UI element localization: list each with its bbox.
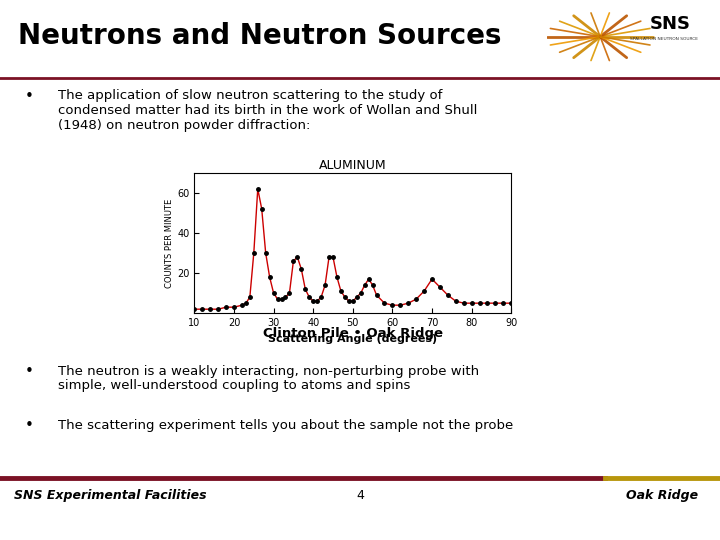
Y-axis label: COUNTS PER MINUTE: COUNTS PER MINUTE	[166, 198, 174, 288]
Text: Neutrons and Neutron Sources: Neutrons and Neutron Sources	[18, 22, 502, 50]
Text: SNS: SNS	[650, 15, 691, 33]
Text: SPALLATION NEUTRON SOURCE: SPALLATION NEUTRON SOURCE	[630, 37, 698, 41]
Text: •: •	[25, 89, 34, 104]
Text: The neutron is a weakly interacting, non-perturbing probe with
simple, well-unde: The neutron is a weakly interacting, non…	[58, 364, 479, 393]
Title: ALUMINUM: ALUMINUM	[319, 159, 387, 172]
X-axis label: Scattering Angle (degrees): Scattering Angle (degrees)	[269, 334, 437, 343]
Text: The scattering experiment tells you about the sample not the probe: The scattering experiment tells you abou…	[58, 418, 513, 431]
Text: •: •	[25, 364, 34, 380]
Text: SNS Experimental Facilities: SNS Experimental Facilities	[14, 489, 207, 502]
Text: Oak Ridge: Oak Ridge	[626, 489, 698, 502]
Text: The application of slow neutron scattering to the study of
condensed matter had : The application of slow neutron scatteri…	[58, 89, 477, 132]
Text: •: •	[25, 418, 34, 434]
Text: 4: 4	[356, 489, 364, 502]
Text: Clinton Pile • Oak Ridge: Clinton Pile • Oak Ridge	[263, 327, 443, 340]
